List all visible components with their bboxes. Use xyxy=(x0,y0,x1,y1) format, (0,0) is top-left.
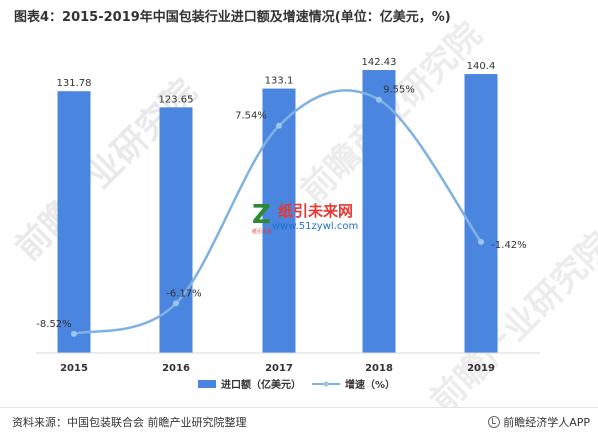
bar-value-label: 133.1 xyxy=(265,76,294,87)
watermark-logo-text: 纸引未来网 xyxy=(278,202,354,220)
legend: 进口额（亿美元） 增速（%） xyxy=(198,378,395,391)
bar-2015 xyxy=(57,91,91,353)
x-tick-label: 2019 xyxy=(467,363,495,374)
x-tick-group: 2015 2016 2017 2018 2019 xyxy=(60,363,495,374)
growth-marker-group xyxy=(71,96,484,337)
bar-2016 xyxy=(159,107,193,353)
brand-logo-icon xyxy=(488,416,501,428)
growth-value-label: -8.52% xyxy=(36,319,71,330)
bar-2019 xyxy=(464,74,498,354)
growth-marker xyxy=(478,238,484,245)
growth-value-label: 9.55% xyxy=(383,85,415,96)
legend-line-label: 增速（%） xyxy=(345,378,395,391)
watermark-logo-tagline: 纸引未来 xyxy=(252,229,273,235)
growth-value-label: 7.54% xyxy=(235,111,267,122)
bar-value-label: 123.65 xyxy=(159,94,194,105)
bar-label-group: 131.78 123.65 133.1 142.43 140.4 xyxy=(57,57,496,105)
bar-value-label: 142.43 xyxy=(362,57,397,68)
legend-bar-label: 进口额（亿美元） xyxy=(221,378,301,391)
bar-2018 xyxy=(362,70,396,354)
bar-value-label: 131.78 xyxy=(57,78,92,89)
watermark-logo: Z 纸引未来网 www.51zywl.com 纸引未来 xyxy=(252,200,359,235)
watermark-logo-url: www.51zywl.com xyxy=(272,221,359,232)
growth-value-label: -6.17% xyxy=(166,288,201,299)
x-tick-label: 2016 xyxy=(162,363,190,374)
x-tick-label: 2015 xyxy=(60,363,88,374)
growth-marker xyxy=(71,330,77,337)
combo-chart: 前瞻产业研究院 前瞻产业研究院 前瞻产业研究院 131.78123.65133.… xyxy=(8,15,598,407)
growth-marker xyxy=(173,300,179,307)
legend-bar-swatch xyxy=(198,380,216,388)
growth-label-group: -8.52% -6.17% 7.54% 9.55% -1.42% xyxy=(36,85,526,330)
x-tick-label: 2018 xyxy=(365,363,393,374)
x-tick-label: 2017 xyxy=(265,363,293,374)
footer: 资料来源：中国包装联合会 前瞻产业研究院整理 前瞻经济学人APP xyxy=(0,407,598,435)
watermark-text: 前瞻产业研究院 xyxy=(423,225,598,407)
watermark-logo-letter: Z xyxy=(252,200,271,230)
bar-series xyxy=(57,70,498,354)
legend-line-marker xyxy=(323,381,329,387)
bar-2017 xyxy=(262,88,296,353)
growth-value-label: -1.42% xyxy=(491,240,526,251)
chart-title: 图表4：2015-2019年中国包装行业进口额及增速情况(单位：亿美元，%) xyxy=(14,10,451,25)
growth-marker xyxy=(276,122,282,129)
footer-brand-text: 前瞻经济学人APP xyxy=(503,416,590,429)
bar-value-label: 140.4 xyxy=(467,61,496,72)
growth-marker xyxy=(376,96,382,103)
source-note: 资料来源：中国包装联合会 前瞻产业研究院整理 xyxy=(12,416,247,429)
footer-brand: 前瞻经济学人APP xyxy=(488,414,590,430)
